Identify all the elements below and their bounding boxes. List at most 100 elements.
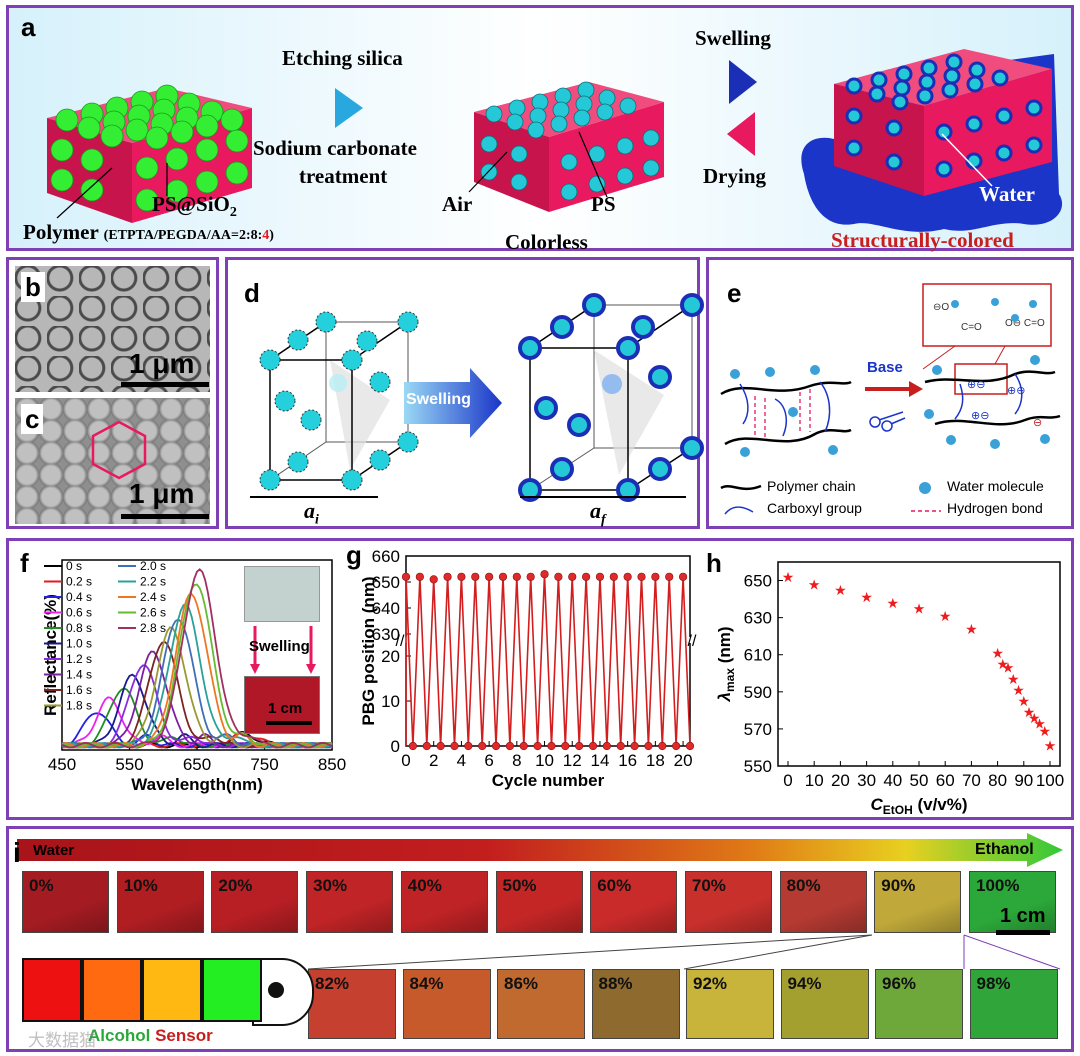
pbg-point-dry: [588, 741, 598, 751]
x-tick-label-h: 40: [883, 771, 902, 790]
x-axis-title-g: Cycle number: [492, 771, 605, 790]
spectrum-line-2-6-s: [61, 583, 333, 749]
scissors-icon: [869, 411, 906, 432]
swatch-label: 50%: [502, 876, 537, 895]
pbg-point-swollen: [429, 575, 438, 584]
af-label: af: [590, 498, 606, 528]
y-tick-label-h: 650: [744, 572, 772, 591]
film-before: [244, 566, 320, 622]
y-tick-label-g: 650: [372, 573, 400, 592]
x-tick-label-h: 30: [857, 771, 876, 790]
legend-label-f: 0.8 s: [66, 621, 92, 635]
x-tick-label-g: 10: [535, 751, 554, 770]
pbg-point-dry: [505, 741, 515, 751]
pbg-point-swollen: [415, 572, 424, 581]
panel-a-label: a: [21, 12, 36, 42]
pbg-point-swollen: [471, 572, 480, 581]
scale-bar-c: [121, 514, 209, 519]
x-tick-label-g: 14: [590, 751, 609, 770]
y-tick-label-g: 20: [381, 647, 400, 666]
x-tick-label-h: 50: [910, 771, 929, 790]
swelling-photo-label: Swelling: [249, 638, 310, 655]
legend-water-molecule: Water molecule: [947, 478, 1044, 494]
pbg-point-dry: [491, 741, 501, 751]
concentration-swatch: 90%: [874, 871, 962, 933]
svg-text:⊕⊖: ⊕⊖: [967, 379, 985, 391]
y-tick-label-g: 640: [372, 599, 400, 618]
ethanol-end-label: Ethanol: [975, 841, 1034, 858]
concentration-swatch-zoom: 94%: [780, 969, 869, 1039]
drying-arrow-icon: [727, 112, 755, 156]
y-tick-label-h: 570: [744, 720, 772, 739]
x-tick-label-g: 2: [429, 751, 438, 770]
pbg-point-dry: [575, 741, 584, 751]
data-point-star: ★: [1044, 738, 1057, 754]
swelling-gradient-arrow-icon: [404, 368, 502, 438]
swollen-block-water: [801, 49, 1063, 232]
swatch-label: 40%: [407, 876, 442, 895]
panel-c-label: c: [21, 404, 44, 434]
axis-break-mark-left-g: //: [396, 633, 405, 650]
data-point-star: ★: [782, 569, 795, 585]
legend-label-f: 0.2 s: [66, 575, 92, 589]
scale-label-f: 1 cm: [268, 700, 303, 717]
pbg-point-dry: [547, 741, 556, 751]
swatch-label: 82%: [315, 974, 350, 993]
legend-label-f: 2.6 s: [140, 606, 166, 620]
legend-label-f: 2.8 s: [140, 621, 166, 635]
x-tick-label-h: 90: [1014, 771, 1033, 790]
data-point-star: ★: [1007, 671, 1020, 687]
pbg-point-swollen: [651, 572, 660, 581]
panel-f-label: f: [20, 548, 29, 578]
polymer-block-green: [47, 84, 252, 223]
swelling-arrow-label: Swelling: [406, 391, 471, 408]
legend-polymer-chain-icon: [720, 484, 762, 491]
concentration-swatch-zoom: 86%: [497, 969, 585, 1039]
water-label: Water: [979, 182, 1035, 206]
x-tick-label-g: 18: [646, 751, 665, 770]
pbg-point-dry: [519, 741, 528, 751]
x-tick-label-h: 10: [805, 771, 824, 790]
legend-water-molecule-icon: [919, 482, 931, 494]
x-axis-title-unit: (v/v%): [913, 795, 968, 814]
pbg-point-swollen: [568, 572, 577, 581]
concentration-swatch-zoom: 98%: [969, 969, 1058, 1039]
panel-a: a PS@SiO2 Polymer (ETPTA/PEGDA/AA=2:8:4)…: [6, 5, 1074, 254]
y-tick-label-h: 610: [744, 646, 772, 665]
data-point-star: ★: [1012, 682, 1025, 698]
sensor-strip: [22, 958, 314, 1026]
svg-text:⊕⊖: ⊕⊖: [1007, 385, 1025, 397]
concentration-swatch-zoom: 96%: [875, 969, 963, 1039]
legend-label-f: 2.4 s: [140, 590, 166, 604]
legend-hydrogen-bond: Hydrogen bond: [947, 500, 1043, 516]
structurally-colored-label: Structurally-colored: [831, 228, 1014, 252]
arrow-right-icon: [335, 88, 363, 128]
x-axis-title-f: Wavelength(nm): [131, 775, 263, 794]
concentration-swatch: 0%: [22, 871, 109, 933]
concentration-swatch-zoom: 92%: [686, 969, 774, 1039]
swatch-label: 98%: [976, 974, 1011, 993]
swelling-label: Swelling: [695, 26, 771, 50]
data-point-star: ★: [887, 595, 900, 611]
swatch-label: 86%: [504, 974, 539, 993]
legend-label-f: 0.4 s: [66, 590, 92, 604]
mechanism-diagram: Base ⊖O C=O O⊖ C=O ⊕⊖ ⊕⊖ ⊕⊖ ⊖: [720, 283, 1061, 457]
concentration-swatch: 40%: [400, 871, 488, 933]
y-tick-label-g: 10: [381, 692, 400, 711]
data-point-star: ★: [991, 645, 1004, 661]
swatch-label: 92%: [693, 974, 728, 993]
chart-h: 550 570 590 610 630 650 0 10 20 30 40 50 60 70 80 90 100…: [715, 561, 1064, 817]
x-tick-label-g: 8: [512, 751, 521, 770]
polymer-label: Polymer (ETPTA/PEGDA/AA=2:8:4): [23, 220, 274, 244]
pbg-point-dry: [436, 741, 445, 751]
concentration-swatch: 50%: [495, 871, 583, 933]
concentration-swatch: 80%: [779, 871, 867, 933]
pbg-point-dry: [658, 741, 667, 751]
pbg-point-swollen: [512, 572, 521, 581]
pbg-point-dry: [464, 741, 473, 751]
legend-label-f: 1.6 s: [66, 683, 92, 697]
y-axis-title-h: λmax (nm): [715, 626, 737, 702]
x-tick-label-h: 0: [783, 771, 792, 790]
ps-label: PS: [591, 192, 616, 216]
swatch-label: 20%: [218, 876, 253, 895]
